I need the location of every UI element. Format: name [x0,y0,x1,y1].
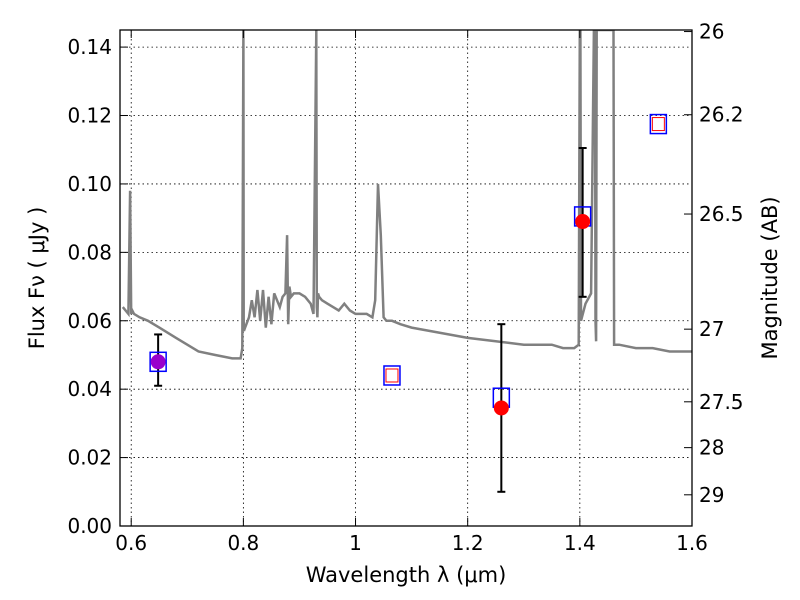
magnitude-axis-title: Magnitude (AB) [758,196,782,359]
x-tick-labels: 0.6 0.8 1 1.2 1.4 1.6 [115,531,708,555]
x-axis-title: Wavelength λ (μm) [306,563,507,587]
observed-flux-point [150,354,166,370]
x-tick-label: 1 [349,531,362,555]
plot-frame [119,29,693,527]
magnitude-tick-label: 26.5 [699,202,744,226]
model-flux-square [383,365,401,386]
magnitude-tick-label: 29 [699,483,724,507]
y-axis-title: Flux Fν ( μJy ) [25,207,49,350]
plot-area [120,30,692,526]
sed-line [121,30,692,360]
observed-flux-point [575,214,591,230]
x-tick-label: 1.4 [564,531,596,555]
y-tick-label: 0.08 [67,240,112,264]
magnitude-tick-label: 26 [699,20,724,44]
magnitude-tick-label: 27 [699,317,724,341]
x-tick-label: 1.2 [452,531,484,555]
y-tick-label: 0.00 [67,514,112,538]
magnitude-tick-label: 26.2 [699,103,744,127]
axis-ticks [120,30,693,527]
y-tick-label: 0.12 [67,104,112,128]
model-flux-square [649,113,668,135]
y-tick-label: 0.14 [67,35,112,59]
magnitude-tick-labels: 26 26.2 26.5 27 27.5 28 29 [699,20,744,507]
y-tick-label: 0.02 [67,446,112,470]
y-tick-label: 0.10 [67,172,112,196]
x-tick-label: 0.6 [115,531,147,555]
x-tick-label: 1.6 [676,531,708,555]
sed-curve [121,30,692,360]
observed-flux-point [493,400,509,416]
model-flux-square [149,351,167,373]
model-flux-inner-square [385,368,399,383]
model-flux-inner-square [651,117,665,132]
photometry-points [149,113,668,493]
y-tick-label: 0.06 [67,309,112,333]
magnitude-tick-label: 28 [699,436,724,460]
x-tick-label: 0.8 [227,531,259,555]
magnitude-tick-label: 27.5 [699,390,744,414]
y-tick-label: 0.04 [67,377,112,401]
y-tick-labels: 0.00 0.02 0.04 0.06 0.08 0.10 0.12 0.14 [67,35,112,538]
